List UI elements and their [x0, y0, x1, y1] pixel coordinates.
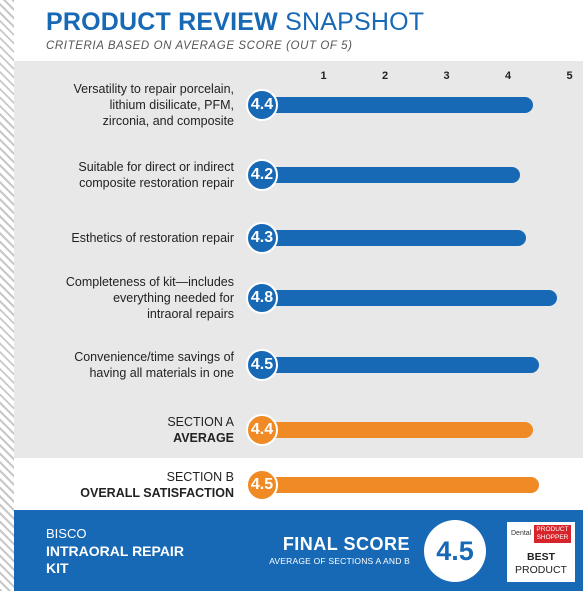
- score-bar: [262, 357, 539, 373]
- section-label-top: SECTION A: [167, 415, 234, 429]
- x-tick-label: 1: [320, 70, 327, 82]
- final-score-label: FINAL SCORE: [282, 534, 410, 554]
- score-bar: [262, 477, 539, 493]
- score-bar: [262, 422, 533, 438]
- score-value-label: 4.4: [246, 414, 278, 446]
- best-product-badge: Dental PRODUCT SHOPPER BEST PRODUCT: [507, 522, 575, 582]
- product-name: INTRAORAL REPAIR KIT: [46, 543, 184, 576]
- section-label-bottom: AVERAGE: [173, 431, 234, 445]
- brand-name: BISCO: [46, 526, 87, 541]
- chart-panel: [14, 61, 583, 458]
- score-bar: [262, 97, 533, 113]
- badge-dental-text: Dental: [511, 530, 532, 537]
- score-bar: [262, 290, 558, 306]
- left-hatch-border: [0, 0, 14, 591]
- row-label: Completeness of kit—includes everything …: [65, 275, 234, 321]
- footer-panel: BISCO INTRAORAL REPAIR KIT FINAL SCORE A…: [14, 510, 583, 591]
- badge-shopper-text: PRODUCT SHOPPER: [534, 525, 571, 543]
- badge-product-text: PRODUCT: [515, 564, 567, 576]
- x-tick-label: 3: [443, 70, 450, 82]
- score-bar: [262, 167, 521, 183]
- row-label: Convenience/time savings of having all m…: [74, 350, 234, 380]
- score-value-label: 4.4: [246, 89, 278, 121]
- score-value-label: 4.5: [246, 469, 278, 501]
- page-title: PRODUCT REVIEW SNAPSHOT: [46, 8, 424, 37]
- badge-logo: Dental PRODUCT SHOPPER: [511, 525, 571, 543]
- title-bold: PRODUCT REVIEW: [46, 8, 278, 36]
- final-score-sublabel: AVERAGE OF SECTIONS A AND B: [269, 556, 410, 566]
- row-label: SECTION A AVERAGE: [20, 414, 234, 446]
- row-label: Esthetics of restoration repair: [71, 231, 234, 245]
- badge-best-text: BEST: [526, 551, 555, 563]
- x-tick-label: 5: [566, 70, 573, 82]
- row-label: SECTION B OVERALL SATISFACTION: [20, 469, 234, 501]
- final-score-circle: 4.5: [424, 520, 486, 582]
- x-tick-label: 4: [504, 70, 512, 82]
- score-bar: [262, 230, 527, 246]
- final-score-value: 4.5: [436, 535, 474, 566]
- section-label-top: SECTION B: [166, 470, 234, 484]
- x-tick-label: 2: [381, 70, 389, 82]
- title-light: SNAPSHOT: [285, 8, 425, 36]
- score-value-label: 4.3: [246, 222, 278, 254]
- page-subtitle: CRITERIA BASED ON AVERAGE SCORE (OUT OF …: [46, 40, 353, 52]
- row-label: Suitable for direct or indirect composit…: [78, 160, 234, 190]
- score-value-label: 4.2: [246, 159, 278, 191]
- score-value-label: 4.5: [246, 349, 278, 381]
- score-value-label: 4.8: [246, 282, 278, 314]
- section-label-bottom: OVERALL SATISFACTION: [80, 486, 234, 500]
- row-label: Versatility to repair porcelain, lithium…: [73, 82, 235, 128]
